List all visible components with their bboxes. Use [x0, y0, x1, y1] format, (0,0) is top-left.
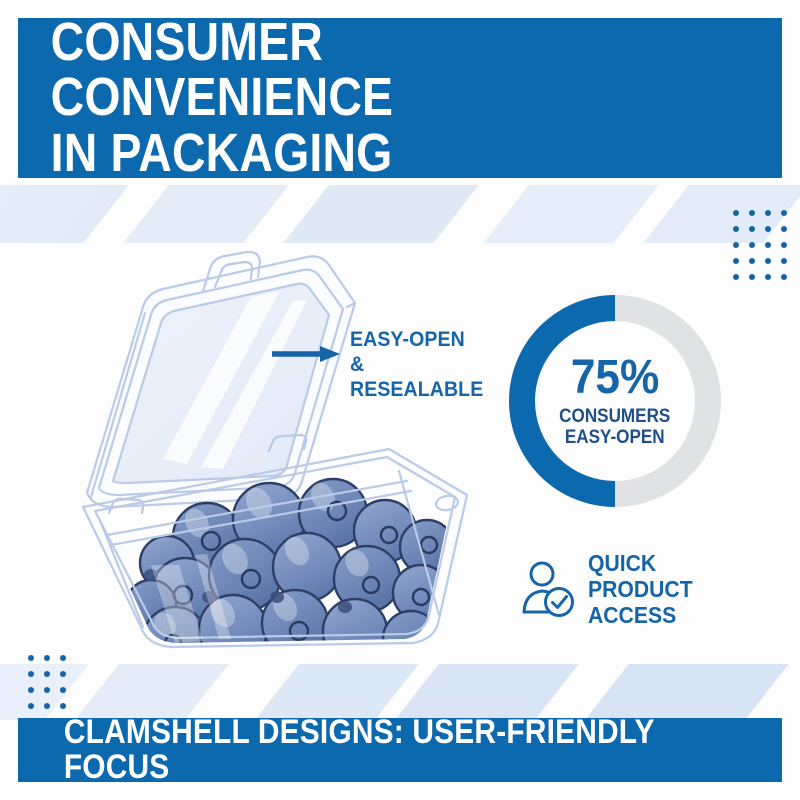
arrow-right-icon	[272, 346, 340, 362]
stripe-band-top	[0, 185, 800, 243]
decorative-dot-grid-top-right	[733, 210, 797, 290]
decorative-dot-grid-bottom-left	[28, 655, 76, 719]
clamshell-illustration	[55, 245, 485, 650]
footer-title: CLAMSHELL DESIGNS: USER-FRIENDLY FOCUS	[63, 713, 655, 786]
easy-open-callout: EASY-OPEN & RESEALABLE	[272, 328, 502, 401]
stripe-band-bottom	[0, 664, 800, 720]
person-check-icon	[522, 561, 576, 617]
footer-banner: CLAMSHELL DESIGNS: USER-FRIENDLY FOCUS	[18, 713, 782, 786]
page-title: CONSUMER CONVENIENCE IN PACKAGING	[50, 12, 394, 183]
header-banner: CONSUMER CONVENIENCE IN PACKAGING	[18, 12, 782, 183]
consumers-easy-open-donut-chart: 75% CONSUMERS EASY-OPEN	[505, 291, 725, 511]
quick-product-access-feature: QUICK PRODUCT ACCESS	[522, 550, 772, 628]
callout-label: EASY-OPEN & RESEALABLE	[350, 328, 484, 401]
quick-product-access-label: QUICK PRODUCT ACCESS	[588, 549, 693, 629]
